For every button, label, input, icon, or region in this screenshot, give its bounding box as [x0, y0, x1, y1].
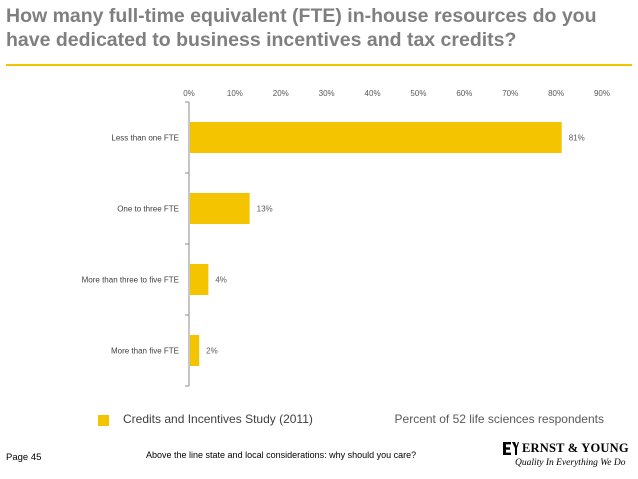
- title-divider: [6, 64, 632, 66]
- x-tick-label: 50%: [410, 89, 426, 98]
- x-tick-label: 80%: [548, 89, 564, 98]
- bar: [190, 122, 562, 153]
- logo-wordmark: ERNST & YOUNG: [522, 441, 629, 455]
- bar-chart: 0% 10% 20% 30% 40% 50% 60% 70% 80% 90% Less than …: [82, 89, 610, 387]
- x-tick-label: 40%: [365, 89, 381, 98]
- y-axis-ticks: [185, 101, 189, 387]
- value-label: 81%: [569, 134, 585, 143]
- category-label: More than three to five FTE: [82, 276, 179, 285]
- logo-tagline: Quality In Everything We Do: [515, 458, 626, 468]
- x-tick-label: 10%: [227, 89, 243, 98]
- page-number: Page 45: [6, 452, 42, 463]
- category-label: One to three FTE: [117, 205, 179, 214]
- value-labels: 81% 13% 4% 2%: [206, 134, 585, 356]
- ernst-young-logo: ERNST & YOUNG Quality In Everything We D…: [503, 441, 629, 473]
- value-label: 4%: [215, 276, 227, 285]
- bar: [190, 193, 250, 224]
- bar: [190, 335, 200, 366]
- bars: [190, 122, 562, 366]
- slide-title: How many full-time equivalent (FTE) in-h…: [6, 5, 597, 51]
- x-tick-label: 60%: [456, 89, 472, 98]
- x-axis: 0% 10% 20% 30% 40% 50% 60% 70% 80% 90%: [183, 89, 610, 98]
- category-label: More than five FTE: [111, 347, 179, 356]
- legend-label: Credits and Incentives Study (2011): [123, 412, 313, 426]
- category-labels: Less than one FTE One to three FTE More th…: [82, 134, 179, 356]
- legend-swatch: [98, 415, 109, 426]
- x-tick-label: 90%: [594, 89, 610, 98]
- category-label: Less than one FTE: [111, 134, 179, 143]
- x-tick-label: 20%: [273, 89, 289, 98]
- respondents-note: Percent of 52 life sciences respondents: [394, 412, 604, 426]
- ey-logo-icon: [503, 442, 519, 455]
- x-tick-label: 30%: [319, 89, 335, 98]
- x-tick-label: 0%: [183, 89, 195, 98]
- footer-caption: Above the line state and local considera…: [146, 450, 417, 460]
- x-tick-label: 70%: [502, 89, 518, 98]
- value-label: 2%: [206, 347, 218, 356]
- value-label: 13%: [257, 205, 273, 214]
- bar: [190, 264, 209, 295]
